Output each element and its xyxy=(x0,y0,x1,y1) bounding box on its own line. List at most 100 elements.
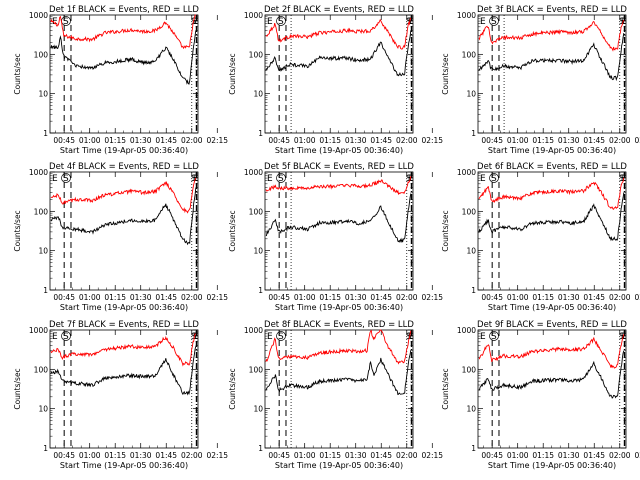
y-tick-label: 100 xyxy=(462,207,477,216)
y-tick-label: 1 xyxy=(43,129,48,138)
x-tick-label: 01:30 xyxy=(130,293,152,302)
s-marker-label: S xyxy=(191,174,197,184)
x-tick-label: 00:45 xyxy=(53,136,75,145)
x-tick-label: 01:15 xyxy=(104,451,126,460)
y-tick-label: 100 xyxy=(462,50,477,59)
panel-title: Det 5f BLACK = Events, RED = LLD xyxy=(264,162,414,172)
y-tick-label: 10 xyxy=(466,247,476,256)
x-tick-label: 01:45 xyxy=(583,136,605,145)
e-marker-label: E xyxy=(267,174,273,184)
panel-1: Det 1f BLACK = Events, RED = LLD 1 10 100 10… xyxy=(13,5,228,155)
plot-frame xyxy=(264,171,414,291)
e-marker-label: E xyxy=(408,17,414,27)
panel-4: Det 4f BLACK = Events, RED = LLD 1 10 100 10… xyxy=(13,162,228,312)
panel-6: Det 6f BLACK = Events, RED = LLD 1 10 100 10… xyxy=(441,162,640,312)
x-tick-label: 01:45 xyxy=(370,451,392,460)
e-marker-label: E xyxy=(52,17,58,27)
x-tick-label: 02:00 xyxy=(181,451,203,460)
y-tick-label: 1000 xyxy=(29,168,48,177)
events-series-line xyxy=(50,30,197,85)
y-tick-label: 1000 xyxy=(244,326,263,335)
s-marker-label: S xyxy=(63,174,69,184)
lld-series-line xyxy=(265,17,412,50)
lld-series-line xyxy=(478,19,625,52)
panel-title: Det 7f BLACK = Events, RED = LLD xyxy=(49,320,199,330)
x-tick-label: 01:45 xyxy=(155,136,177,145)
x-tick-label: 02:00 xyxy=(181,293,203,302)
e-marker-label: E xyxy=(52,332,58,342)
x-tick-label: 01:15 xyxy=(532,293,554,302)
x-tick-label: 02:00 xyxy=(396,451,418,460)
x-tick-label: 02:15 xyxy=(634,136,640,145)
e-marker-label: E xyxy=(408,332,414,342)
x-tick-label: 01:30 xyxy=(345,293,367,302)
s-marker-label: S xyxy=(619,174,625,184)
y-tick-label: 10 xyxy=(466,90,476,99)
y-tick-label: 1000 xyxy=(244,11,263,20)
s-marker-label: S xyxy=(491,174,497,184)
y-tick-label: 1 xyxy=(43,444,48,453)
x-tick-label: 01:45 xyxy=(370,293,392,302)
s-marker-circle xyxy=(489,331,499,341)
x-tick-label: 01:15 xyxy=(319,451,341,460)
x-tick-label: 01:30 xyxy=(558,451,580,460)
x-tick-label: 02:00 xyxy=(181,136,203,145)
y-tick-label: 1000 xyxy=(29,11,48,20)
x-tick-label: 01:00 xyxy=(507,136,529,145)
s-marker-label: S xyxy=(63,17,69,27)
plot-frame xyxy=(477,171,627,291)
x-tick-label: 01:00 xyxy=(294,136,316,145)
s-marker-circle xyxy=(276,173,286,183)
x-tick-label: 02:15 xyxy=(206,136,228,145)
x-tick-label: 01:30 xyxy=(345,451,367,460)
s-marker-circle xyxy=(489,16,499,26)
x-tick-label: 01:30 xyxy=(558,293,580,302)
x-tick-label: 02:15 xyxy=(206,293,228,302)
panel-title: Det 4f BLACK = Events, RED = LLD xyxy=(49,162,199,172)
y-tick-label: 1 xyxy=(258,444,263,453)
x-tick-label: 01:30 xyxy=(558,136,580,145)
x-tick-label: 01:15 xyxy=(532,136,554,145)
plot-frame xyxy=(264,329,414,449)
y-tick-label: 10 xyxy=(38,90,48,99)
x-tick-label: 01:15 xyxy=(319,136,341,145)
y-tick-label: 1 xyxy=(43,286,48,295)
x-axis-label: Start Time (19-Apr-05 00:36:40) xyxy=(488,146,616,155)
x-tick-label: 02:00 xyxy=(396,293,418,302)
x-tick-label: 01:00 xyxy=(79,451,101,460)
panel-7: Det 7f BLACK = Events, RED = LLD 1 10 100 10… xyxy=(13,320,228,470)
x-tick-label: 01:00 xyxy=(79,136,101,145)
s-marker-label: S xyxy=(406,174,412,184)
s-marker-label: S xyxy=(278,174,284,184)
panel-5: Det 5f BLACK = Events, RED = LLD 1 10 100 10… xyxy=(228,162,443,312)
plot-frame xyxy=(49,329,199,449)
y-axis-label: Counts/sec xyxy=(13,368,22,409)
x-axis-label: Start Time (19-Apr-05 00:36:40) xyxy=(60,461,188,470)
x-axis-label: Start Time (19-Apr-05 00:36:40) xyxy=(488,303,616,312)
s-marker-circle xyxy=(61,331,71,341)
panel-8: Det 8f BLACK = Events, RED = LLD 1 10 100 10… xyxy=(228,320,443,470)
s-marker-circle xyxy=(276,16,286,26)
plot-frame xyxy=(477,14,627,134)
x-tick-label: 02:00 xyxy=(609,293,631,302)
panel-title: Det 3f BLACK = Events, RED = LLD xyxy=(477,5,627,15)
y-tick-label: 100 xyxy=(462,365,477,374)
s-marker-label: S xyxy=(63,332,69,342)
y-tick-label: 10 xyxy=(253,247,263,256)
s-marker-label: S xyxy=(619,17,625,27)
x-axis-label: Start Time (19-Apr-05 00:36:40) xyxy=(275,146,403,155)
y-axis-label: Counts/sec xyxy=(228,53,237,94)
x-axis-label: Start Time (19-Apr-05 00:36:40) xyxy=(60,303,188,312)
x-tick-label: 01:30 xyxy=(130,451,152,460)
e-marker-label: E xyxy=(480,174,486,184)
x-tick-label: 02:00 xyxy=(609,136,631,145)
x-tick-label: 01:45 xyxy=(155,451,177,460)
x-tick-label: 02:00 xyxy=(396,136,418,145)
x-tick-label: 01:45 xyxy=(155,293,177,302)
x-tick-label: 00:45 xyxy=(53,293,75,302)
x-tick-label: 02:15 xyxy=(634,451,640,460)
x-tick-label: 00:45 xyxy=(481,136,503,145)
s-marker-label: S xyxy=(406,332,412,342)
y-tick-label: 1 xyxy=(471,129,476,138)
panel-title: Det 1f BLACK = Events, RED = LLD xyxy=(49,5,199,15)
